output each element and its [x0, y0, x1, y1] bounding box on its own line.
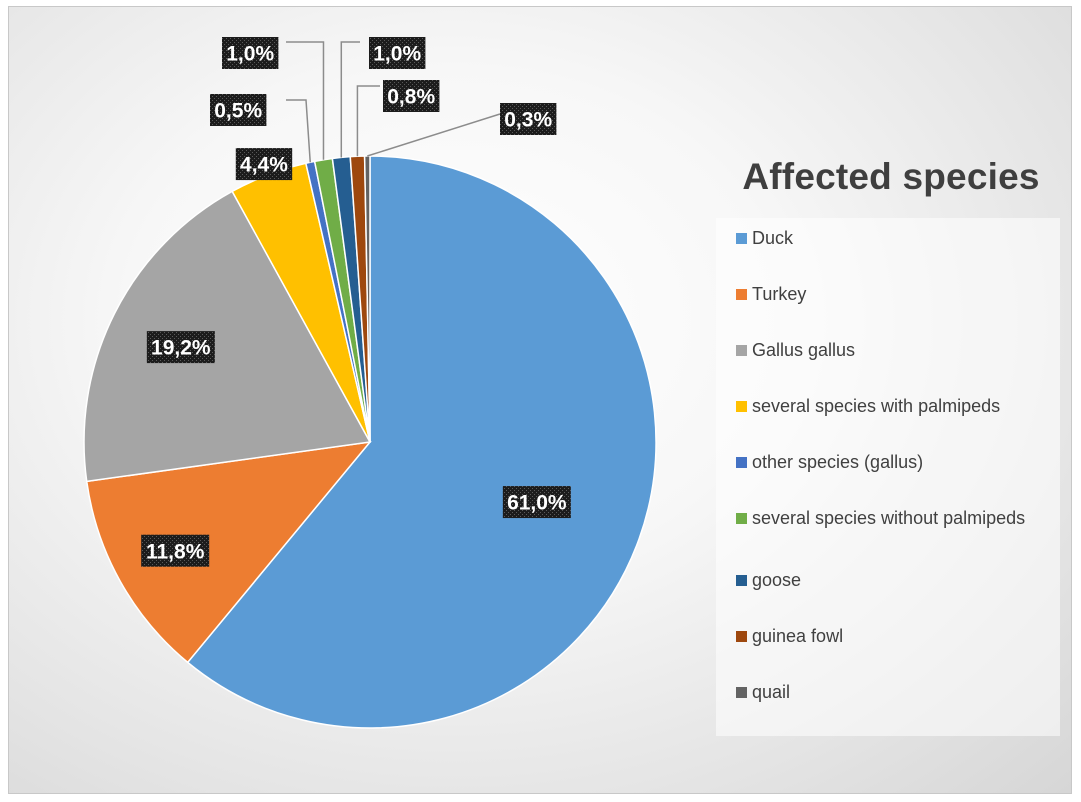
- data-label-several-species-with-palmipeds: 4,4%: [240, 154, 288, 177]
- legend-label-guinea-fowl: guinea fowl: [752, 626, 844, 646]
- legend-item-several-species-with-palmipeds: several species with palmipeds: [736, 394, 1056, 418]
- legend-swatch-guinea-fowl: [736, 631, 747, 642]
- legend-item-several-species-without-palmipeds: several species without palmipeds: [736, 506, 1056, 530]
- data-label-gallus-gallus: 19,2%: [151, 337, 211, 360]
- legend-item-other-species-gallus: other species (gallus): [736, 450, 1056, 474]
- legend-swatch-gallus-gallus: [736, 345, 747, 356]
- data-label-box-other-species-gallus: [210, 94, 267, 126]
- data-label-box-goose: [369, 37, 426, 69]
- legend-swatch-quail: [736, 687, 747, 698]
- data-label-other-species-gallus: 0,5%: [214, 100, 262, 123]
- legend-item-guinea-fowl: guinea fowl: [736, 624, 1056, 648]
- leader-line-guinea-fowl: [356, 85, 380, 157]
- legend-label-gallus-gallus: Gallus gallus: [752, 340, 856, 360]
- chart-title: Affected species: [742, 156, 1040, 197]
- data-label-goose: 1,0%: [373, 43, 421, 66]
- data-label-box-duck: [502, 486, 571, 519]
- legend-label-quail: quail: [752, 682, 791, 702]
- pie-slice-duck: [186, 155, 657, 729]
- legend-label-several-species-without-palmipeds: several species without palmipeds: [752, 508, 1026, 528]
- leader-line-goose: [340, 41, 360, 158]
- legend-swatch-goose: [736, 575, 747, 586]
- legend-label-goose: goose: [752, 570, 802, 590]
- legend-label-duck: Duck: [752, 228, 794, 248]
- legend-item-quail: quail: [736, 680, 1056, 704]
- leader-line-several-species-without-palmipeds: [286, 41, 325, 160]
- legend-label-several-species-with-palmipeds: several species with palmipeds: [752, 396, 1001, 416]
- legend-item-turkey: Turkey: [736, 282, 1056, 306]
- legend-item-goose: goose: [736, 568, 1056, 592]
- leader-line-other-species-gallus: [286, 99, 311, 163]
- data-label-box-turkey: [141, 534, 210, 567]
- legend-label-turkey: Turkey: [752, 284, 807, 304]
- data-label-box-gallus-gallus: [146, 331, 215, 364]
- legend: Duck Turkey Gallus gallus several species w…: [716, 218, 1060, 736]
- legend-swatch-duck: [736, 233, 747, 244]
- pie-slice-turkey: [85, 440, 372, 664]
- data-label-turkey: 11,8%: [146, 540, 205, 563]
- legend-swatch-other-species-gallus: [736, 457, 747, 468]
- pie-slice-gallus-gallus: [83, 190, 372, 483]
- legend-swatch-several-species-with-palmipeds: [736, 401, 747, 412]
- legend-label-other-species-gallus: other species (gallus): [752, 452, 924, 472]
- data-label-guinea-fowl: 0,8%: [387, 86, 435, 109]
- legend-swatch-several-species-without-palmipeds: [736, 513, 747, 524]
- data-label-several-species-without-palmipeds: 1,0%: [226, 43, 274, 66]
- data-label-quail: 0,3%: [504, 109, 552, 132]
- data-label-box-guinea-fowl: [383, 80, 440, 112]
- data-label-box-several-species-without-palmipeds: [222, 37, 279, 69]
- data-label-duck: 61,0%: [507, 492, 567, 515]
- legend-item-duck: Duck: [736, 226, 1056, 250]
- leader-line-quail: [367, 113, 501, 157]
- legend-swatch-turkey: [736, 289, 747, 300]
- data-label-box-quail: [500, 103, 557, 135]
- legend-item-gallus-gallus: Gallus gallus: [736, 338, 1056, 362]
- pie-slice-quail: [363, 155, 371, 443]
- data-label-box-several-species-with-palmipeds: [235, 148, 293, 181]
